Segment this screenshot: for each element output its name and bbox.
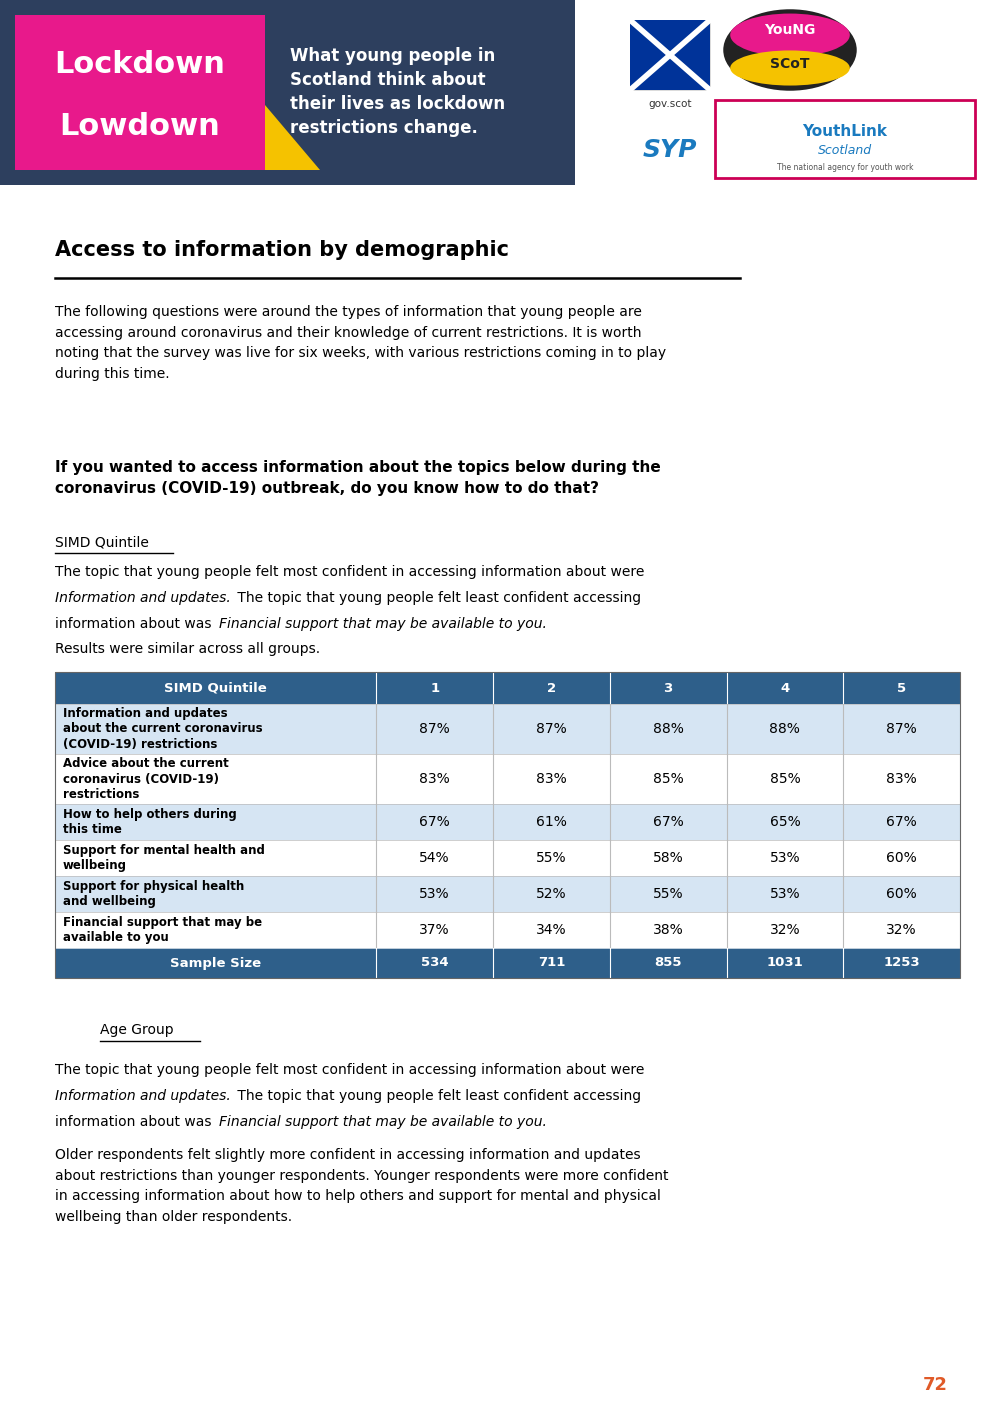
Text: Information and updates.: Information and updates. <box>55 591 231 605</box>
Text: Advice about the current
coronavirus (COVID-19)
restrictions: Advice about the current coronavirus (CO… <box>63 756 229 800</box>
Polygon shape <box>265 105 320 170</box>
Bar <box>55 672 960 978</box>
Text: 55%: 55% <box>536 851 567 865</box>
Text: SIMD Quintile: SIMD Quintile <box>164 682 267 694</box>
Text: 67%: 67% <box>419 814 450 829</box>
Bar <box>55 754 960 805</box>
Text: Information and updates
about the current coronavirus
(COVID-19) restrictions: Information and updates about the curren… <box>63 707 263 751</box>
Text: Support for mental health and
wellbeing: Support for mental health and wellbeing <box>63 844 265 872</box>
Bar <box>55 704 960 754</box>
Text: 60%: 60% <box>886 887 917 901</box>
Text: 855: 855 <box>654 956 682 970</box>
Text: 534: 534 <box>421 956 448 970</box>
Text: 38%: 38% <box>653 923 684 937</box>
Text: The topic that young people felt least confident accessing: The topic that young people felt least c… <box>233 1089 641 1103</box>
Text: Support for physical health
and wellbeing: Support for physical health and wellbein… <box>63 880 244 908</box>
Text: Lowdown: Lowdown <box>60 112 220 141</box>
Bar <box>55 947 960 978</box>
Text: Results were similar across all groups.: Results were similar across all groups. <box>55 642 320 656</box>
Text: 32%: 32% <box>770 923 800 937</box>
Text: 54%: 54% <box>419 851 450 865</box>
Text: SIMD Quintile: SIMD Quintile <box>55 534 149 549</box>
Text: SCoT: SCoT <box>770 57 810 71</box>
Bar <box>55 912 960 947</box>
Text: Financial support that may be available to you.: Financial support that may be available … <box>219 1116 547 1128</box>
Text: If you wanted to access information about the topics below during the
coronaviru: If you wanted to access information abou… <box>55 460 661 496</box>
Text: 85%: 85% <box>653 772 684 786</box>
Text: SYP: SYP <box>643 139 697 163</box>
Text: 52%: 52% <box>536 887 567 901</box>
Bar <box>0 0 575 185</box>
Text: 88%: 88% <box>769 723 800 737</box>
Text: 67%: 67% <box>653 814 684 829</box>
Text: 72: 72 <box>922 1376 948 1394</box>
Text: The topic that young people felt least confident accessing: The topic that young people felt least c… <box>233 591 641 605</box>
Text: 711: 711 <box>538 956 565 970</box>
Text: 83%: 83% <box>886 772 917 786</box>
Text: 32%: 32% <box>886 923 917 937</box>
Ellipse shape <box>730 51 850 86</box>
Bar <box>55 877 960 912</box>
Bar <box>630 20 710 90</box>
Text: How to help others during
this time: How to help others during this time <box>63 807 237 836</box>
Text: 53%: 53% <box>770 851 800 865</box>
Text: Age Group: Age Group <box>100 1022 174 1036</box>
Text: information about was: information about was <box>55 617 216 631</box>
Text: 1253: 1253 <box>883 956 920 970</box>
Text: 55%: 55% <box>653 887 683 901</box>
Text: 2: 2 <box>547 682 556 694</box>
Bar <box>55 805 960 840</box>
Text: 85%: 85% <box>770 772 800 786</box>
Text: Older respondents felt slightly more confident in accessing information and upda: Older respondents felt slightly more con… <box>55 1148 668 1223</box>
Text: What young people in
Scotland think about
their lives as lockdown
restrictions c: What young people in Scotland think abou… <box>290 47 505 137</box>
Text: 83%: 83% <box>419 772 450 786</box>
Bar <box>630 20 710 90</box>
Text: 83%: 83% <box>536 772 567 786</box>
Bar <box>55 672 960 704</box>
Text: Financial support that may be available to you.: Financial support that may be available … <box>219 617 547 631</box>
Text: The following questions were around the types of information that young people a: The following questions were around the … <box>55 305 666 380</box>
Text: The topic that young people felt most confident in accessing information about w: The topic that young people felt most co… <box>55 566 644 578</box>
Text: 1: 1 <box>430 682 439 694</box>
Text: information about was: information about was <box>55 1116 216 1128</box>
Text: 67%: 67% <box>886 814 917 829</box>
Text: 61%: 61% <box>536 814 567 829</box>
Text: 60%: 60% <box>886 851 917 865</box>
Text: gov.scot: gov.scot <box>648 99 692 109</box>
Text: Access to information by demographic: Access to information by demographic <box>55 240 509 260</box>
Bar <box>15 16 265 170</box>
Text: 87%: 87% <box>536 723 567 737</box>
Text: Scotland: Scotland <box>818 144 872 157</box>
Text: 53%: 53% <box>770 887 800 901</box>
Text: The national agency for youth work: The national agency for youth work <box>777 163 913 171</box>
Ellipse shape <box>730 14 850 57</box>
Text: YouNG: YouNG <box>764 23 816 37</box>
Text: 88%: 88% <box>653 723 684 737</box>
Text: 3: 3 <box>664 682 673 694</box>
Text: Lockdown: Lockdown <box>55 49 225 79</box>
Text: Information and updates.: Information and updates. <box>55 1089 231 1103</box>
Text: 87%: 87% <box>419 723 450 737</box>
Text: 5: 5 <box>897 682 906 694</box>
Text: 58%: 58% <box>653 851 684 865</box>
Text: 34%: 34% <box>536 923 567 937</box>
Text: 65%: 65% <box>770 814 800 829</box>
Text: 53%: 53% <box>419 887 450 901</box>
Text: The topic that young people felt most confident in accessing information about w: The topic that young people felt most co… <box>55 1063 644 1077</box>
Text: 4: 4 <box>780 682 790 694</box>
Bar <box>55 840 960 877</box>
Ellipse shape <box>725 11 855 89</box>
Text: Sample Size: Sample Size <box>170 956 261 970</box>
Text: 1031: 1031 <box>767 956 803 970</box>
Text: YouthLink: YouthLink <box>802 123 888 139</box>
Text: 37%: 37% <box>419 923 450 937</box>
Bar <box>715 100 975 178</box>
Text: Financial support that may be
available to you: Financial support that may be available … <box>63 916 262 945</box>
Text: 87%: 87% <box>886 723 917 737</box>
